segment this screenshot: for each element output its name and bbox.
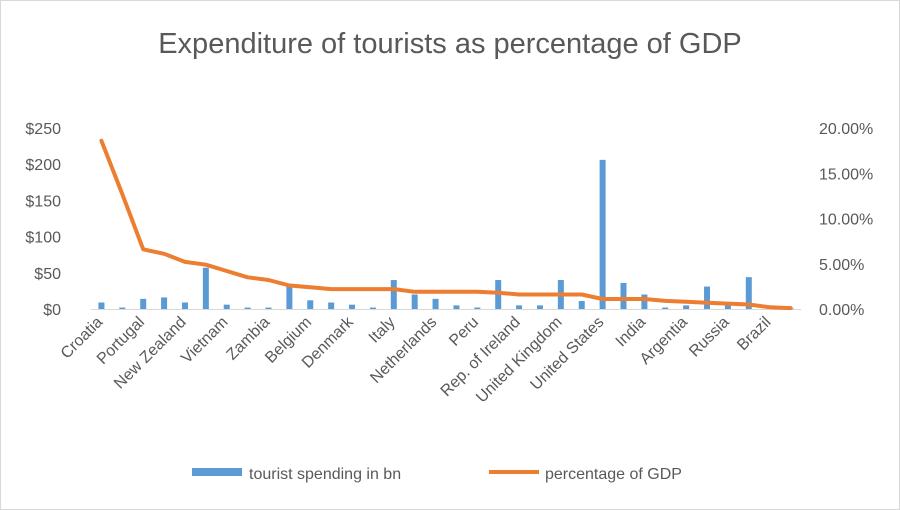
legend-label-gdp: percentage of GDP — [545, 466, 682, 483]
y2-tick-label: 15.00% — [819, 166, 873, 183]
x-tick-label: Brazil — [734, 314, 774, 354]
bar — [140, 298, 147, 309]
y2-tick-label: 5.00% — [819, 257, 864, 274]
bar — [265, 307, 272, 309]
bar — [641, 294, 648, 309]
bar — [223, 304, 230, 309]
bar — [683, 305, 690, 309]
bar — [411, 294, 418, 309]
y-tick-label: $200 — [25, 157, 61, 174]
bar — [432, 298, 439, 309]
bar — [474, 307, 481, 309]
y-tick-label: $50 — [34, 266, 61, 283]
y-tick-label: $250 — [25, 121, 61, 138]
bar — [98, 302, 105, 309]
bar — [662, 307, 669, 309]
bar — [724, 304, 731, 309]
y-tick-label: $150 — [25, 193, 61, 210]
x-tick-label: India — [613, 314, 650, 351]
y2-tick-label: 0.00% — [819, 302, 864, 319]
bar — [328, 302, 335, 309]
bar — [745, 277, 752, 309]
plot-area: $0 $50 $100 $150 $200 $250 0.00% 5.00% 10.00% 15.… — [25, 121, 873, 406]
x-tick-label: Peru — [446, 314, 482, 350]
bar — [599, 159, 606, 309]
x-tick-label: Russia — [686, 314, 733, 361]
bar — [516, 305, 523, 309]
chart-title: Expenditure of tourists as percentage of… — [158, 28, 742, 60]
y2-tick-label: 20.00% — [819, 121, 873, 138]
legend: tourist spending in bn percentage of GDP — [192, 466, 682, 483]
y-tick-label: $100 — [25, 230, 61, 247]
legend-swatch-spending — [192, 468, 242, 476]
bar — [536, 305, 543, 309]
bar — [286, 286, 293, 309]
legend-label-spending: tourist spending in bn — [249, 466, 401, 483]
x-tick-label: Vietnam — [178, 314, 231, 367]
bar — [181, 302, 188, 309]
gdp-line — [99, 138, 793, 311]
x-tick-label: Italy — [366, 314, 399, 347]
bar — [390, 280, 397, 309]
bar — [704, 286, 711, 309]
bar — [620, 282, 627, 309]
bar — [453, 305, 460, 309]
bar — [161, 297, 168, 309]
bar — [244, 307, 251, 309]
bar — [119, 307, 126, 309]
x-tick-label: United States — [527, 314, 607, 394]
bar — [578, 301, 585, 309]
bar — [307, 300, 314, 309]
bar — [349, 304, 356, 309]
bar — [369, 307, 376, 309]
y2-tick-label: 10.00% — [819, 212, 873, 229]
y-tick-label: $0 — [43, 302, 61, 319]
bar — [202, 267, 209, 309]
